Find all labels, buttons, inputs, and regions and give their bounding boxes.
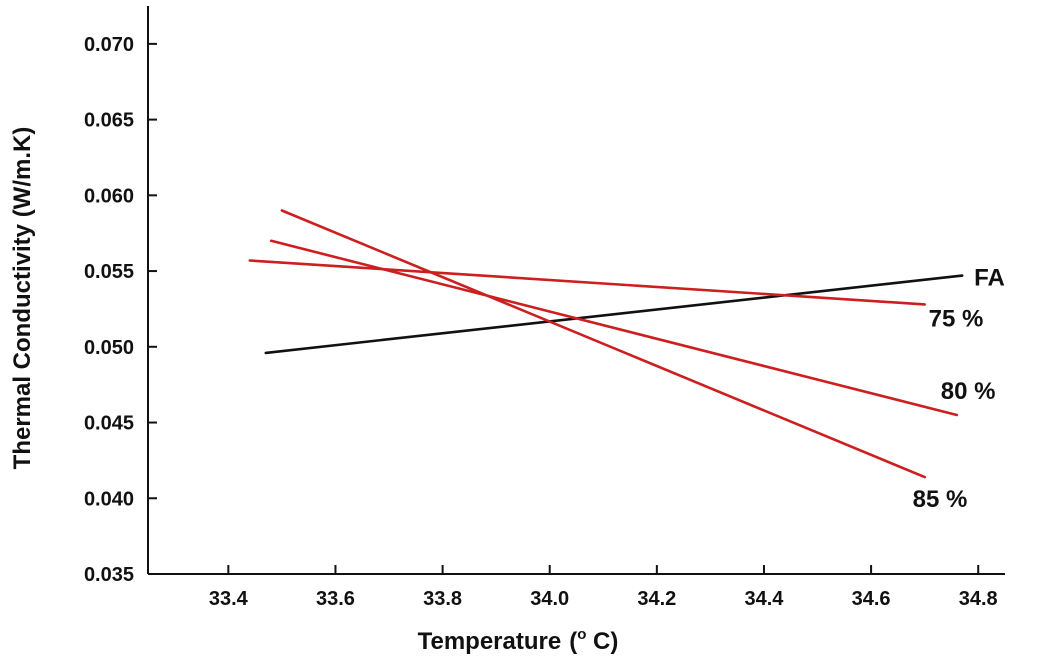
x-axis-ticks: 33.4 33.6 33.8 34.0 34.2 34.4 34.6 34.8 <box>209 565 998 610</box>
series-label-fa: FA <box>974 265 1005 292</box>
y-axis-title: Thermal Conductivity (W/m.K) <box>9 127 36 470</box>
series-label-75: 75 % <box>929 305 984 332</box>
x-axis-title: Temperature (o C) <box>418 626 619 655</box>
series-label-80: 80 % <box>941 378 996 405</box>
x-tick-label: 33.4 <box>209 588 249 610</box>
y-tick-label: 0.035 <box>84 564 134 586</box>
series-line-85 <box>280 209 927 479</box>
x-tick-label: 33.6 <box>316 588 355 610</box>
y-tick-label: 0.065 <box>84 110 134 132</box>
x-axis-unit-close: C) <box>586 628 618 655</box>
series-line-fa <box>264 274 964 355</box>
y-tick-label: 0.050 <box>84 337 134 359</box>
x-tick-label: 34.2 <box>637 588 676 610</box>
plot-area <box>147 6 1005 575</box>
x-tick-label: 33.8 <box>423 588 462 610</box>
y-tick-label: 0.055 <box>84 261 134 283</box>
y-tick-label: 0.070 <box>84 34 134 56</box>
x-tick-label: 34.0 <box>530 588 569 610</box>
series-line-80 <box>269 239 959 417</box>
x-tick-label: 34.6 <box>852 588 891 610</box>
x-tick-label: 34.8 <box>959 588 998 610</box>
y-tick-label: 0.040 <box>84 488 134 510</box>
series-line-75 <box>248 259 927 306</box>
y-axis-ticks: 0.035 0.040 0.045 0.050 0.055 0.060 0.065 0.070 <box>84 34 157 586</box>
series-lines <box>248 209 964 479</box>
x-axis-unit-degree: o <box>577 626 586 643</box>
y-tick-label: 0.060 <box>84 185 134 207</box>
x-axis-unit-open: ( <box>569 628 577 655</box>
series-labels: FA 75 % 80 % 85 % <box>913 265 1005 513</box>
x-tick-label: 34.4 <box>745 588 785 610</box>
series-label-85: 85 % <box>913 486 968 513</box>
x-axis-title-text: Temperature <box>418 628 562 655</box>
y-tick-label: 0.045 <box>84 413 134 435</box>
